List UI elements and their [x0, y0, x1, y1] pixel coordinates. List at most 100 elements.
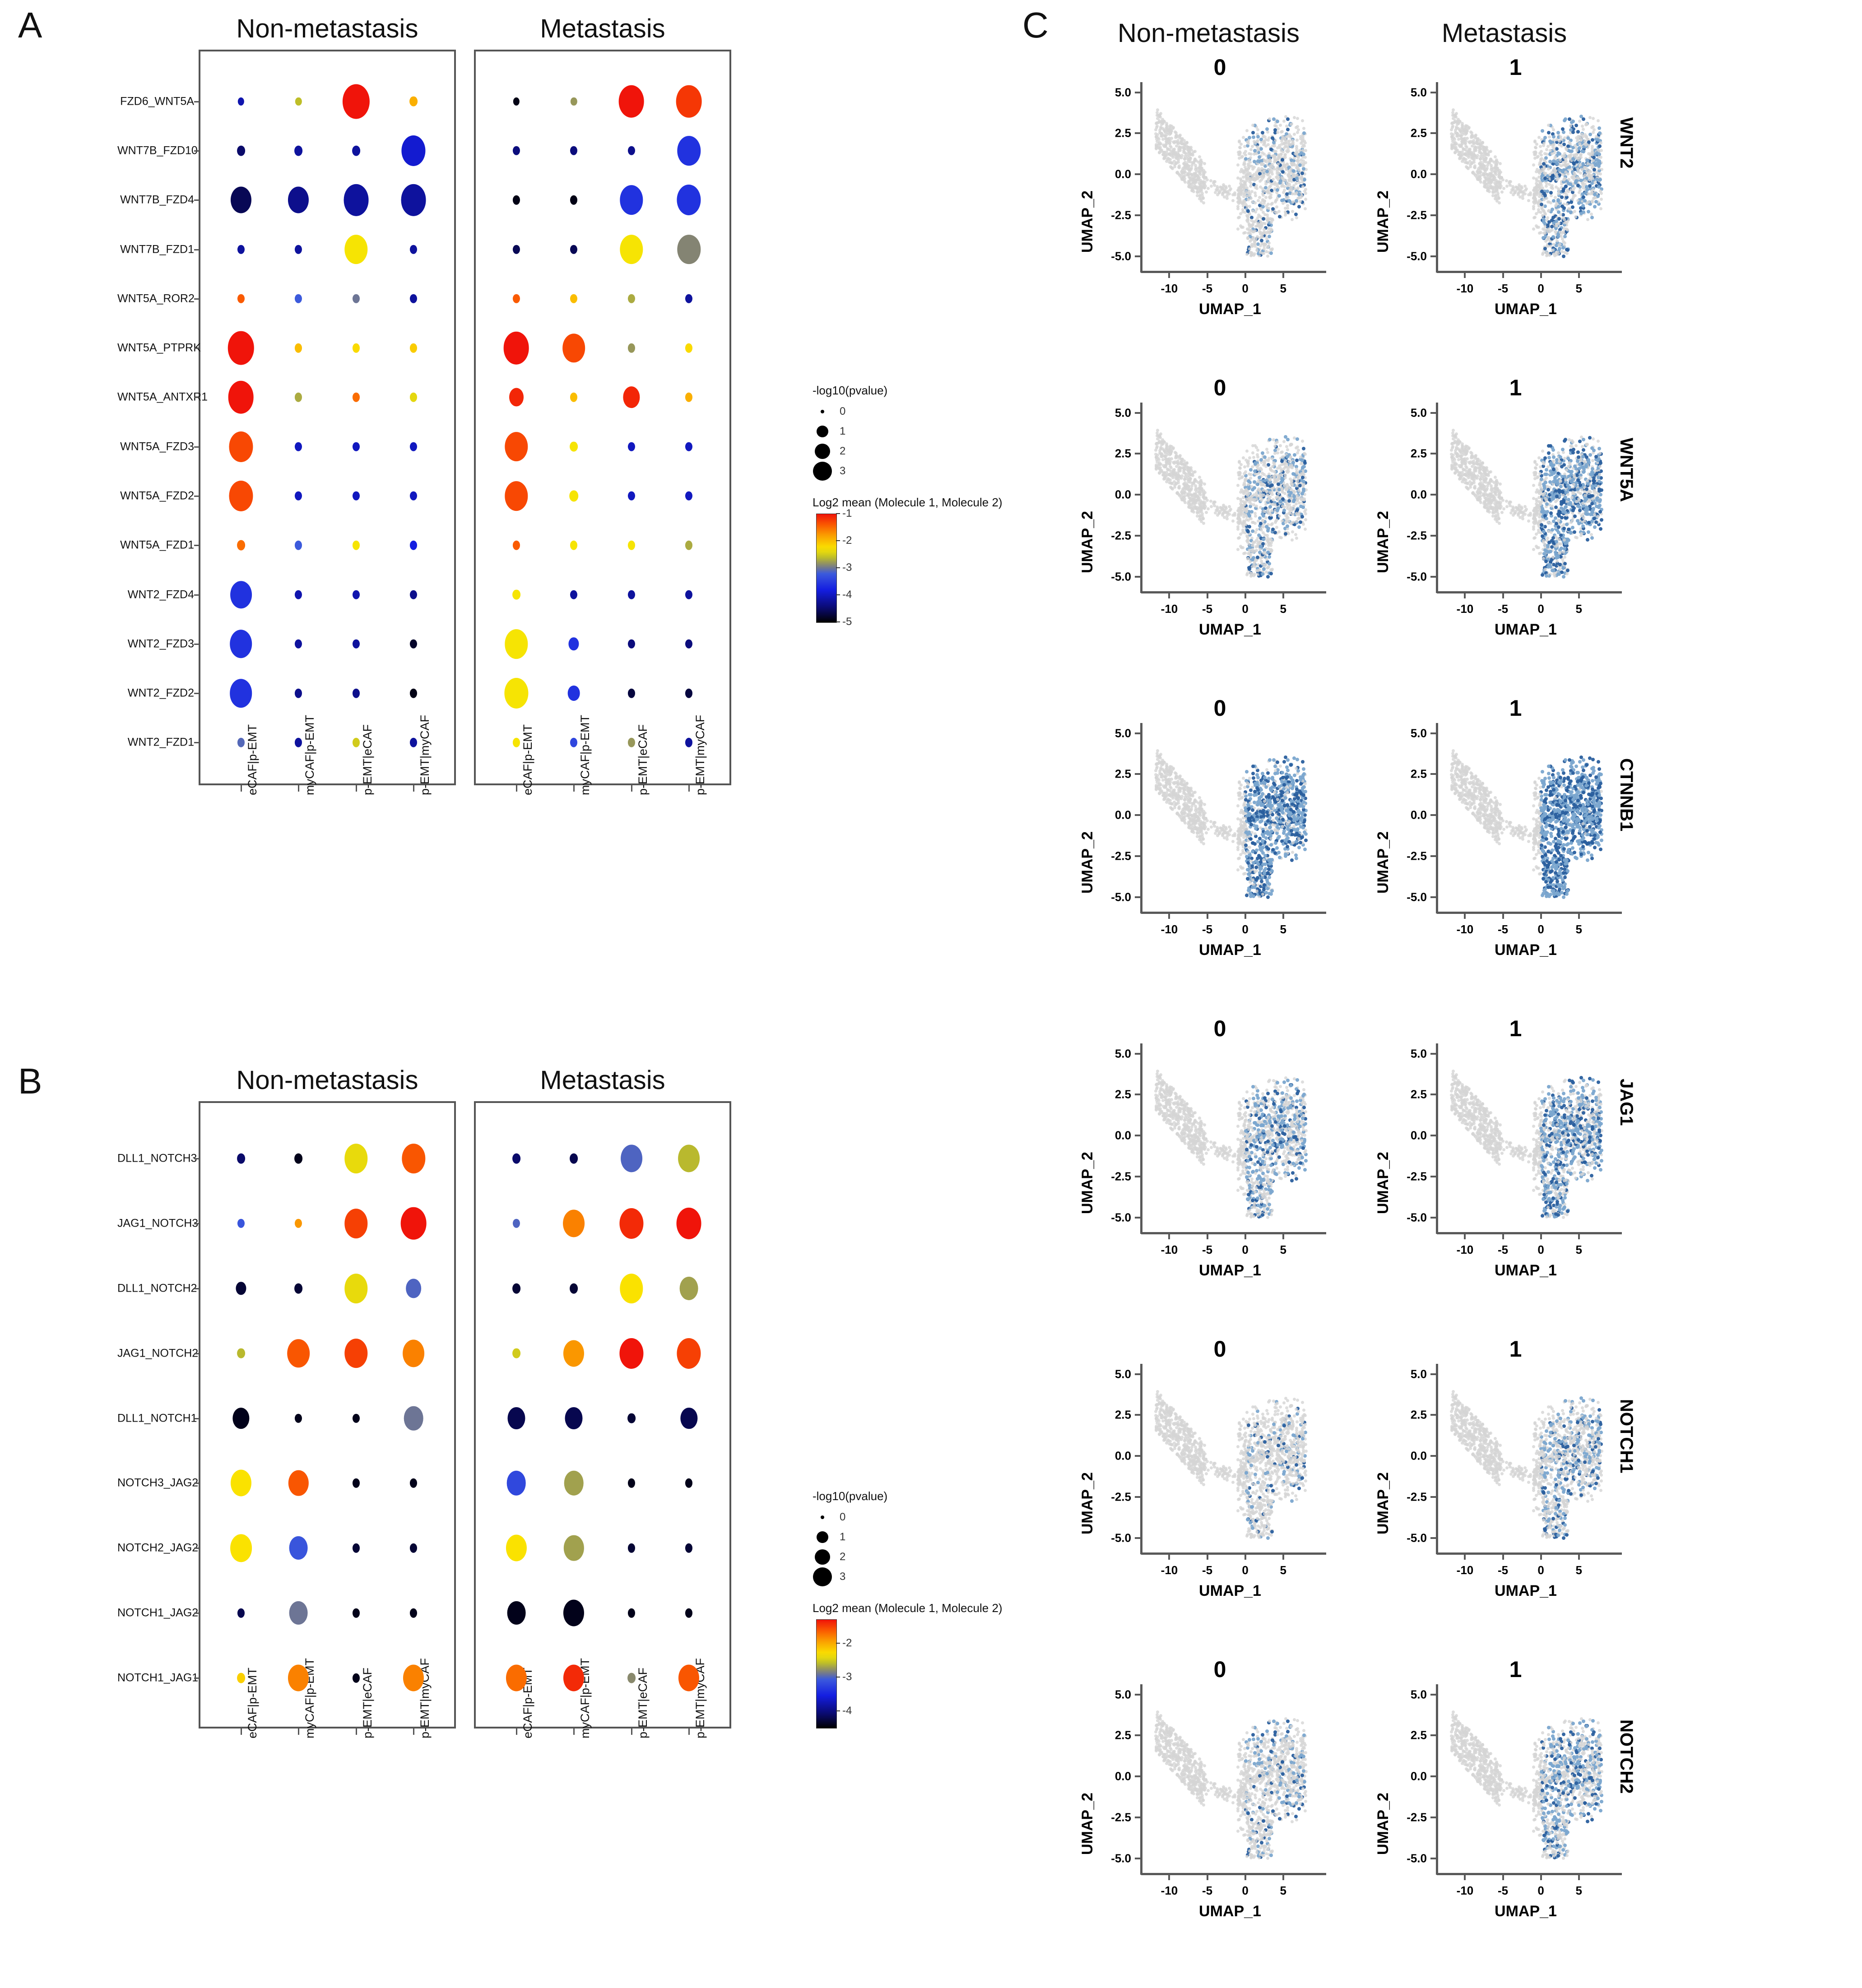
umap-x-tick — [1464, 1554, 1466, 1560]
row-tick — [194, 644, 199, 645]
column-tick — [688, 785, 690, 792]
dotplot-dot — [353, 343, 360, 353]
umap-x-tick — [1244, 1875, 1246, 1880]
dotplot-dot — [230, 679, 252, 708]
dotplot-dot — [410, 393, 417, 402]
legend-size-dot — [817, 426, 828, 437]
dotplot-dot — [563, 1340, 584, 1367]
legend-size-dot — [815, 1549, 830, 1565]
umap-x-tick-label: -5 — [1202, 602, 1212, 616]
umap-x-tick — [1168, 913, 1170, 919]
dotplot-row-label: NOTCH1_JAG1 — [117, 1672, 194, 1685]
panel-group-title: Non-metastasis — [199, 1065, 456, 1095]
dotplot-dot — [410, 491, 417, 501]
dotplot-dot — [681, 1408, 697, 1429]
dotplot-dot — [353, 294, 360, 304]
dotplot-dot — [505, 629, 528, 659]
umap-y-tick-label: 5.0 — [1379, 406, 1427, 420]
dotplot-dot — [628, 541, 635, 550]
dotplot-dot — [237, 245, 245, 254]
dotplot-dot — [353, 1608, 360, 1618]
dotplot-dot — [410, 1543, 417, 1553]
umap-y-tick-label: 0.0 — [1083, 1770, 1131, 1784]
dotplot-dot — [513, 245, 520, 254]
dotplot-dot — [678, 235, 701, 264]
dotplot-dot — [569, 490, 578, 501]
umap-scatter-plot — [1147, 406, 1314, 587]
colorbar-tick-label: -4 — [842, 1705, 852, 1717]
row-tick — [194, 693, 199, 694]
dotplot-dot — [410, 639, 417, 649]
dotplot-dot — [228, 381, 254, 414]
dotplot-dot — [678, 136, 701, 166]
umap-y-tick — [1135, 1734, 1140, 1736]
umap-y-axis — [1436, 1364, 1438, 1554]
dotplot-dot — [685, 738, 692, 747]
umap-y-tick — [1430, 1496, 1436, 1498]
dotplot-row-label: JAG1_NOTCH2 — [117, 1347, 194, 1360]
dotplot-dot — [295, 491, 302, 501]
dotplot-dot — [513, 294, 520, 304]
umap-x-tick-label: -10 — [1457, 922, 1474, 936]
dotplot-dot — [295, 393, 302, 402]
umap-x-tick — [1502, 1554, 1504, 1560]
dotplot-dot — [677, 1208, 701, 1239]
umap-y-tick-label: 0.0 — [1379, 1129, 1427, 1143]
umap-x-tick-label: 5 — [1575, 1563, 1582, 1577]
dotplot-dot — [564, 1535, 584, 1561]
umap-y-tick — [1135, 855, 1140, 857]
umap-x-tick-label: 0 — [1242, 282, 1248, 296]
umap-x-tick — [1168, 273, 1170, 278]
legend-size-value: 3 — [840, 1571, 845, 1583]
umap-gene-label: WNT5A — [1616, 438, 1636, 502]
column-tick — [631, 785, 632, 792]
dotplot-dot — [295, 541, 302, 550]
dotplot-row-label: NOTCH2_JAG2 — [117, 1542, 194, 1555]
dotplot-dot — [410, 442, 417, 451]
colorbar-tick-label: -1 — [842, 507, 852, 520]
column-tick — [688, 1728, 690, 1735]
umap-cluster-id: 1 — [1424, 54, 1607, 80]
umap-y-axis — [1140, 82, 1142, 273]
umap-x-tick — [1282, 1875, 1284, 1880]
umap-x-tick — [1282, 273, 1284, 278]
umap-x-axis-title: UMAP_1 — [1128, 301, 1332, 318]
dotplot-row-label: WNT5A_ANTXR1 — [117, 391, 194, 404]
dotplot-dot — [628, 689, 635, 698]
dotplot-dot — [685, 1478, 692, 1488]
dotplot-dot — [628, 1608, 635, 1618]
dotplot-dot — [237, 146, 245, 156]
dotplot-column-label: p-EMT|myCAF — [418, 715, 432, 795]
umap-x-tick-label: 0 — [1242, 1243, 1248, 1257]
umap-y-tick-label: 0.0 — [1379, 1449, 1427, 1463]
umap-x-tick-label: 5 — [1575, 602, 1582, 616]
dotplot-dot — [628, 442, 635, 451]
colorbar-tick — [836, 1710, 840, 1711]
umap-y-tick — [1430, 132, 1436, 134]
colorbar-tick — [836, 540, 840, 541]
umap-x-tick — [1244, 1554, 1246, 1560]
dotplot-dot — [295, 245, 302, 254]
umap-y-tick — [1135, 453, 1140, 454]
umap-x-tick — [1464, 593, 1466, 598]
umap-x-axis-title: UMAP_1 — [1128, 1262, 1332, 1279]
umap-y-tick-label: 5.0 — [1083, 1047, 1131, 1061]
dotplot-dot — [410, 294, 417, 304]
dotplot-dot — [401, 184, 426, 216]
umap-scatter-plot — [1147, 727, 1314, 907]
dotplot-column-label: p-EMT|eCAF — [636, 1668, 650, 1738]
umap-y-axis-title: UMAP_2 — [1079, 1152, 1096, 1214]
umap-y-axis-title: UMAP_2 — [1374, 190, 1392, 253]
dotplot-dot — [564, 1471, 584, 1495]
umap-y-tick-label: 0.0 — [1083, 1129, 1131, 1143]
dotplot-dot — [563, 1600, 584, 1627]
dotplot-dot — [294, 1154, 302, 1164]
umap-x-tick — [1207, 593, 1208, 598]
dotplot-dot — [231, 187, 251, 213]
dotplot-dot — [344, 184, 368, 216]
umap-x-tick-label: 0 — [1537, 922, 1544, 936]
umap-y-axis — [1436, 1684, 1438, 1875]
umap-y-axis — [1436, 1043, 1438, 1234]
dotplot-dot — [232, 1408, 249, 1429]
colorbar-tick-label: -2 — [842, 1637, 852, 1650]
